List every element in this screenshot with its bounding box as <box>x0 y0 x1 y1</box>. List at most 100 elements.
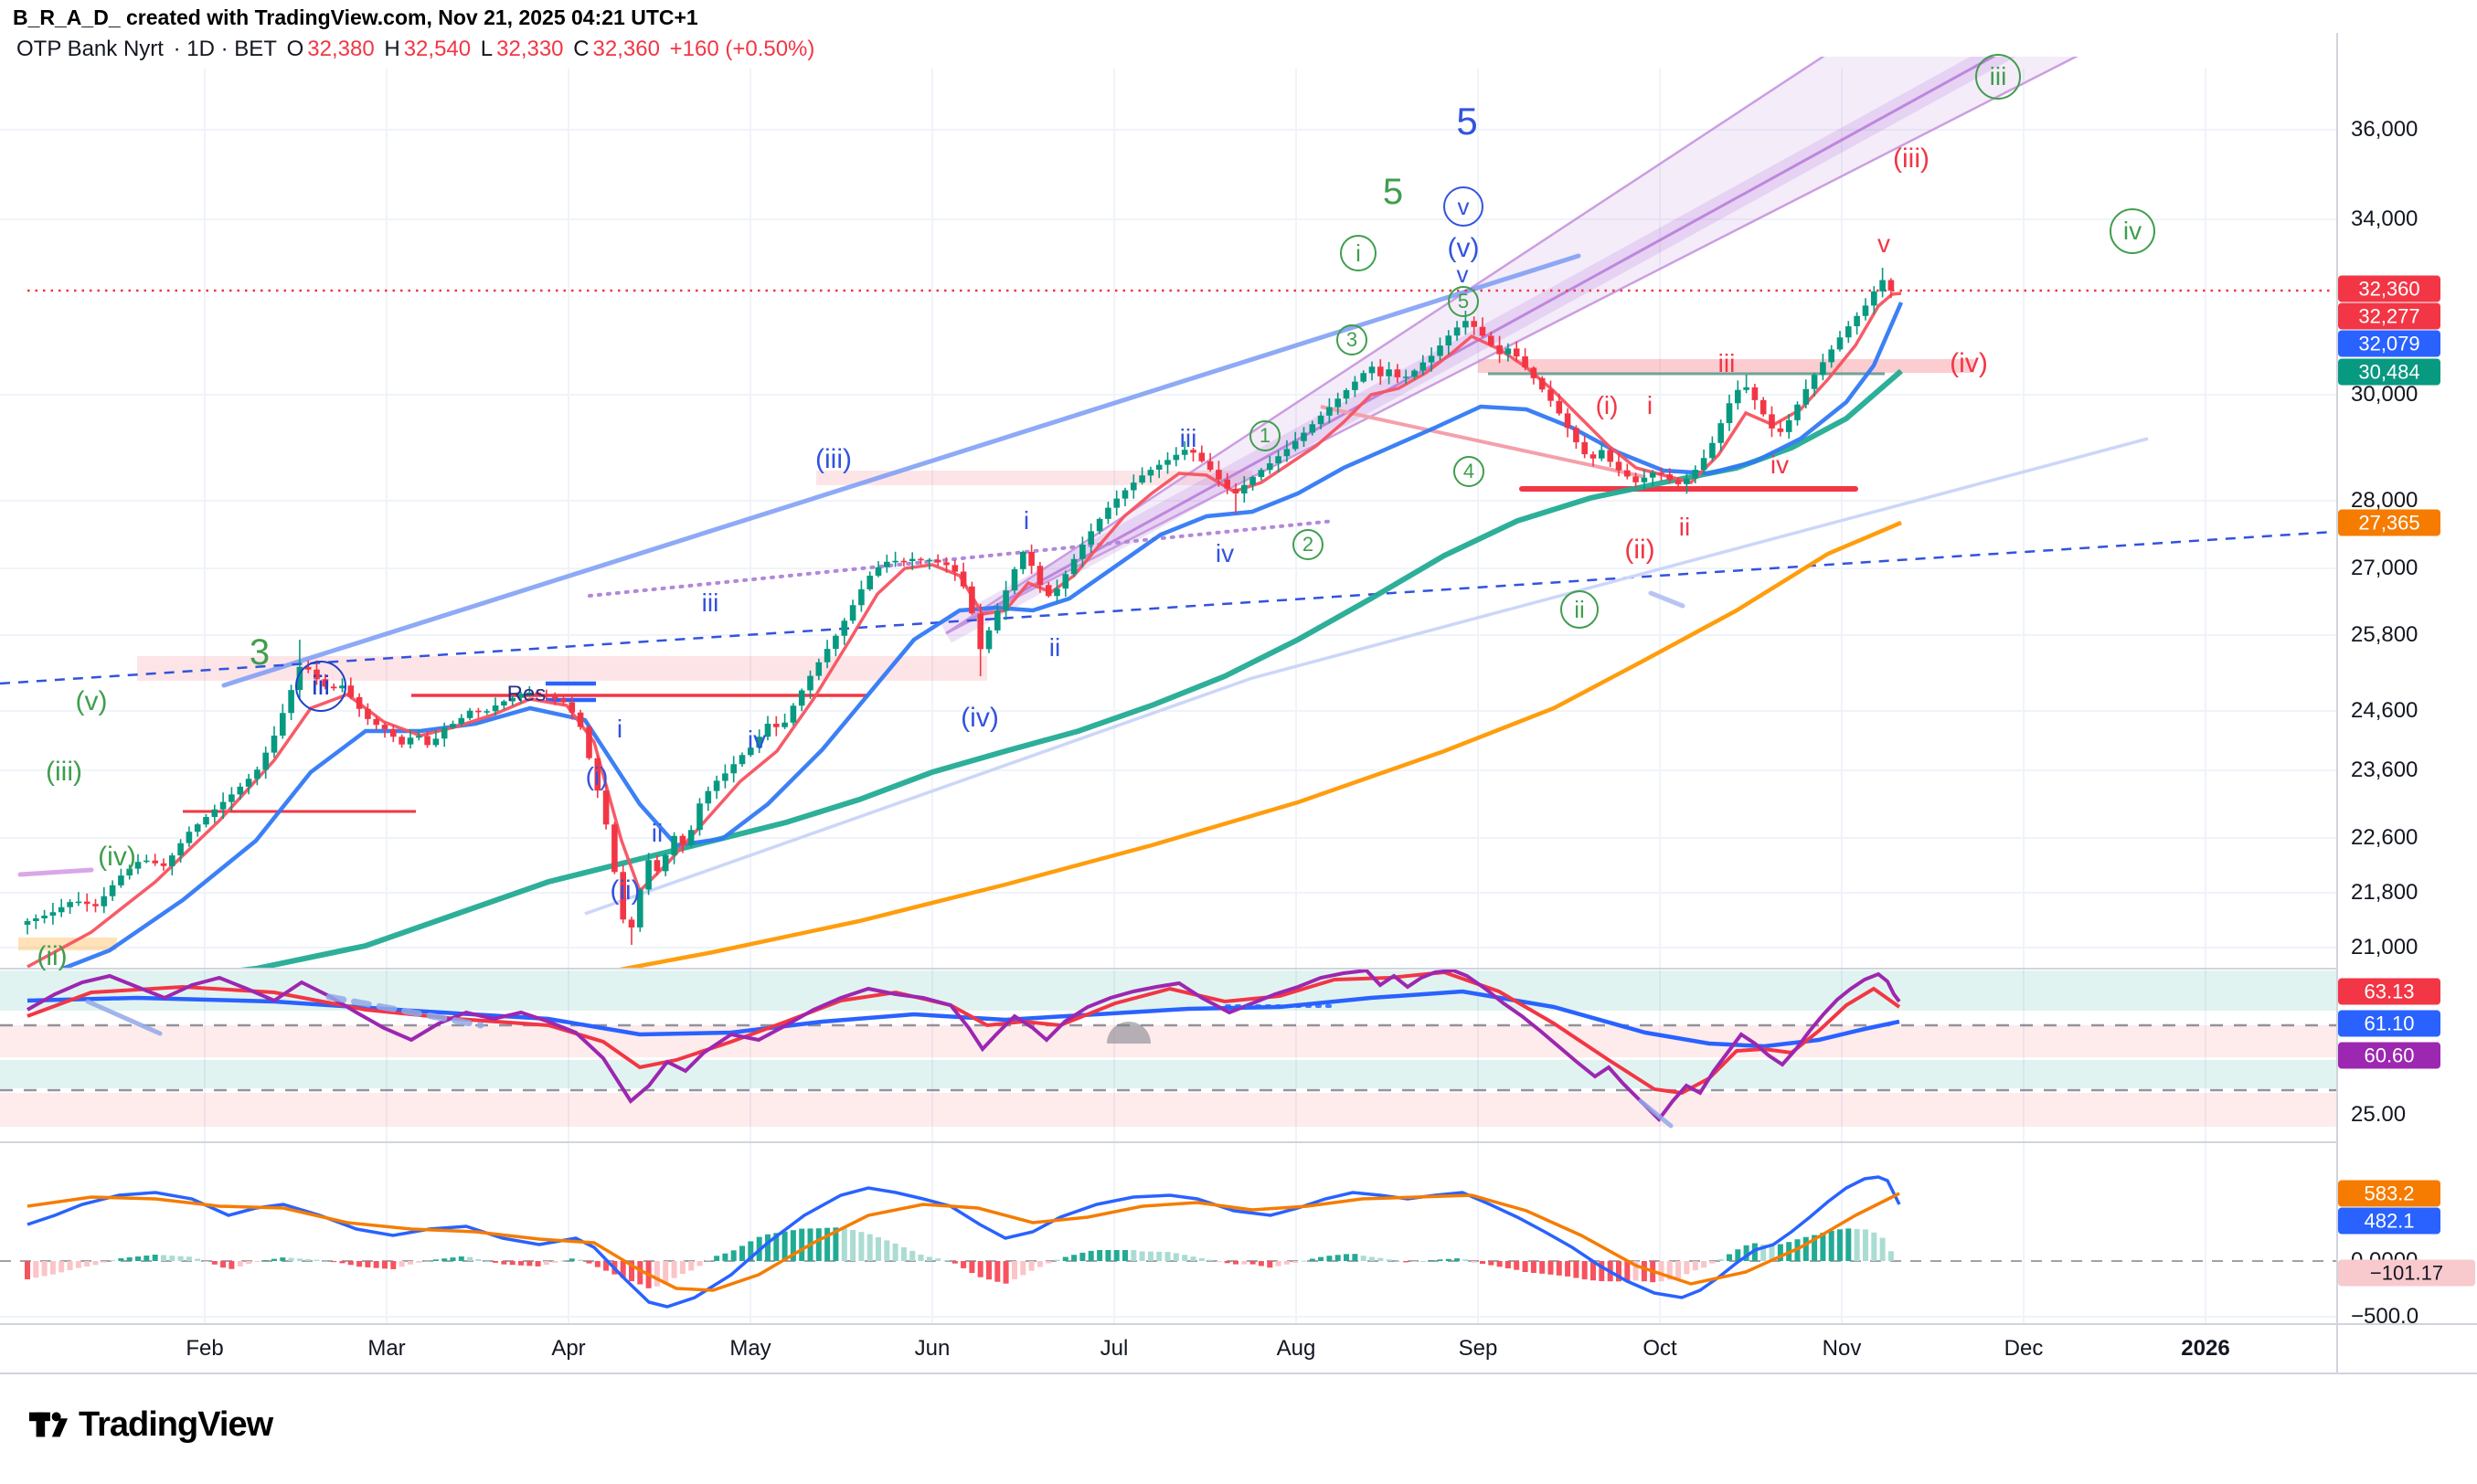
wave-label: iii <box>701 588 719 617</box>
wave-label: iii <box>1975 54 2021 100</box>
wave-label: (iii) <box>815 444 852 474</box>
wave-label: Res <box>506 682 547 706</box>
wave-label: (iv) <box>1950 348 1988 378</box>
time-tick: May <box>729 1336 771 1361</box>
wave-label: ii <box>1678 513 1691 541</box>
wave-label: 3 <box>249 632 271 673</box>
price-tick: 21,000 <box>2351 935 2419 959</box>
wave-label: iii <box>1179 424 1197 452</box>
legend-part: OTP Bank Nyrt <box>16 37 164 61</box>
price-badge: 30,484 <box>2338 358 2440 386</box>
wave-label: (v) <box>75 686 108 716</box>
price-tick: 23,600 <box>2351 758 2419 782</box>
time-tick: Oct <box>1642 1336 1677 1361</box>
wave-label: ii <box>1048 633 1061 662</box>
legend-part: H <box>377 37 400 61</box>
legend-part: 32,330 <box>496 37 564 61</box>
wave-label: 5 <box>1382 172 1404 212</box>
price-tick: 22,600 <box>2351 825 2419 850</box>
price-tick: 24,600 <box>2351 698 2419 723</box>
time-tick: Jul <box>1100 1336 1129 1361</box>
price-axis-border <box>2336 33 2338 1373</box>
time-axis-border-bottom <box>0 1373 2477 1374</box>
pane-separator-macd[interactable] <box>0 1141 2336 1143</box>
wave-label: (iv) <box>98 842 136 872</box>
wave-label: (iii) <box>46 757 82 787</box>
wave-label: 5 <box>1448 286 1479 317</box>
time-tick: Aug <box>1276 1336 1316 1361</box>
price-badge: 63.13 <box>2338 978 2440 1005</box>
price-tick: −500.0 <box>2351 1304 2419 1329</box>
price-badge: 60.60 <box>2338 1042 2440 1069</box>
tradingview-logo[interactable]: TradingView <box>27 1404 273 1446</box>
price-tick: 34,000 <box>2351 207 2419 231</box>
wave-label: v <box>1877 229 1890 258</box>
legend-part: O <box>280 37 304 61</box>
legend-part: 32,540 <box>403 37 472 61</box>
wave-label: iv <box>1215 539 1235 567</box>
wave-label: iii <box>1717 349 1736 377</box>
time-axis-border-top <box>0 1323 2477 1325</box>
wave-label: (ii) <box>1624 535 1655 565</box>
wave-label: i <box>1646 391 1653 419</box>
legend-part: +160 (+0.50%) <box>663 37 815 61</box>
wave-label: (i) <box>585 762 609 790</box>
price-badge: 583.2 <box>2338 1180 2440 1207</box>
price-badge: 482.1 <box>2338 1207 2440 1235</box>
wave-label: (v) <box>1447 233 1480 263</box>
wave-label: v <box>1443 186 1483 227</box>
legend-part: L <box>474 37 494 61</box>
wave-label: ii <box>1560 590 1599 629</box>
attribution-text: B_R_A_D_ created with TradingView.com, N… <box>13 5 698 29</box>
price-badge: 32,277 <box>2338 302 2440 330</box>
price-tick: 36,000 <box>2351 117 2419 142</box>
wave-label: (ii) <box>37 941 68 971</box>
wave-label: 5 <box>1456 100 1478 143</box>
wave-label: i <box>1023 506 1030 535</box>
wave-label: (iv) <box>961 703 999 733</box>
tradingview-logo-icon <box>28 1412 69 1437</box>
time-tick: Jun <box>914 1336 951 1361</box>
time-tick: Nov <box>1822 1336 1862 1361</box>
legend-part: 32,380 <box>307 37 375 61</box>
time-tick: Mar <box>367 1336 406 1361</box>
price-badge: −101.17 <box>2338 1259 2475 1287</box>
price-tick: 27,000 <box>2351 556 2419 580</box>
wave-label: (ii) <box>610 875 641 906</box>
tradingview-logo-text: TradingView <box>79 1404 273 1444</box>
wave-label: ii <box>651 819 664 847</box>
time-tick: 2026 <box>2181 1336 2230 1361</box>
wave-label: iv <box>1770 450 1790 479</box>
price-badge: 27,365 <box>2338 509 2440 536</box>
wave-label: iii <box>295 661 346 712</box>
wave-label: 3 <box>1336 324 1367 355</box>
price-badge: 61.10 <box>2338 1010 2440 1037</box>
price-badge: 32,360 <box>2338 275 2440 302</box>
price-tick: 25,800 <box>2351 622 2419 647</box>
price-tick: 25.00 <box>2351 1102 2407 1127</box>
wave-label: 4 <box>1453 456 1484 487</box>
pane-separator-rsi[interactable] <box>0 968 2336 970</box>
wave-label: (iii) <box>1893 143 1930 174</box>
price-tick: 21,800 <box>2351 880 2419 905</box>
time-tick: Sep <box>1458 1336 1498 1361</box>
wave-label: v <box>1456 260 1469 288</box>
wave-label: (i) <box>1595 391 1619 419</box>
price-badge: 32,079 <box>2338 330 2440 357</box>
symbol-legend[interactable]: OTP Bank Nyrt · 1D · BET O 32,380 H 32,540… <box>16 37 818 62</box>
wave-label: iv <box>747 726 767 754</box>
wave-label: i <box>1340 235 1377 271</box>
time-tick: Dec <box>2004 1336 2044 1361</box>
wave-label: 1 <box>1249 420 1281 451</box>
wave-label: iv <box>2110 208 2155 254</box>
price-tick: 30,000 <box>2351 382 2419 407</box>
legend-part: 32,360 <box>592 37 660 61</box>
wave-label: i <box>616 715 623 743</box>
price-tick: 28,000 <box>2351 488 2419 513</box>
wave-label: 2 <box>1292 529 1324 560</box>
time-tick: Apr <box>551 1336 586 1361</box>
time-tick: Feb <box>186 1336 224 1361</box>
legend-part: · 1D · BET <box>166 37 277 61</box>
